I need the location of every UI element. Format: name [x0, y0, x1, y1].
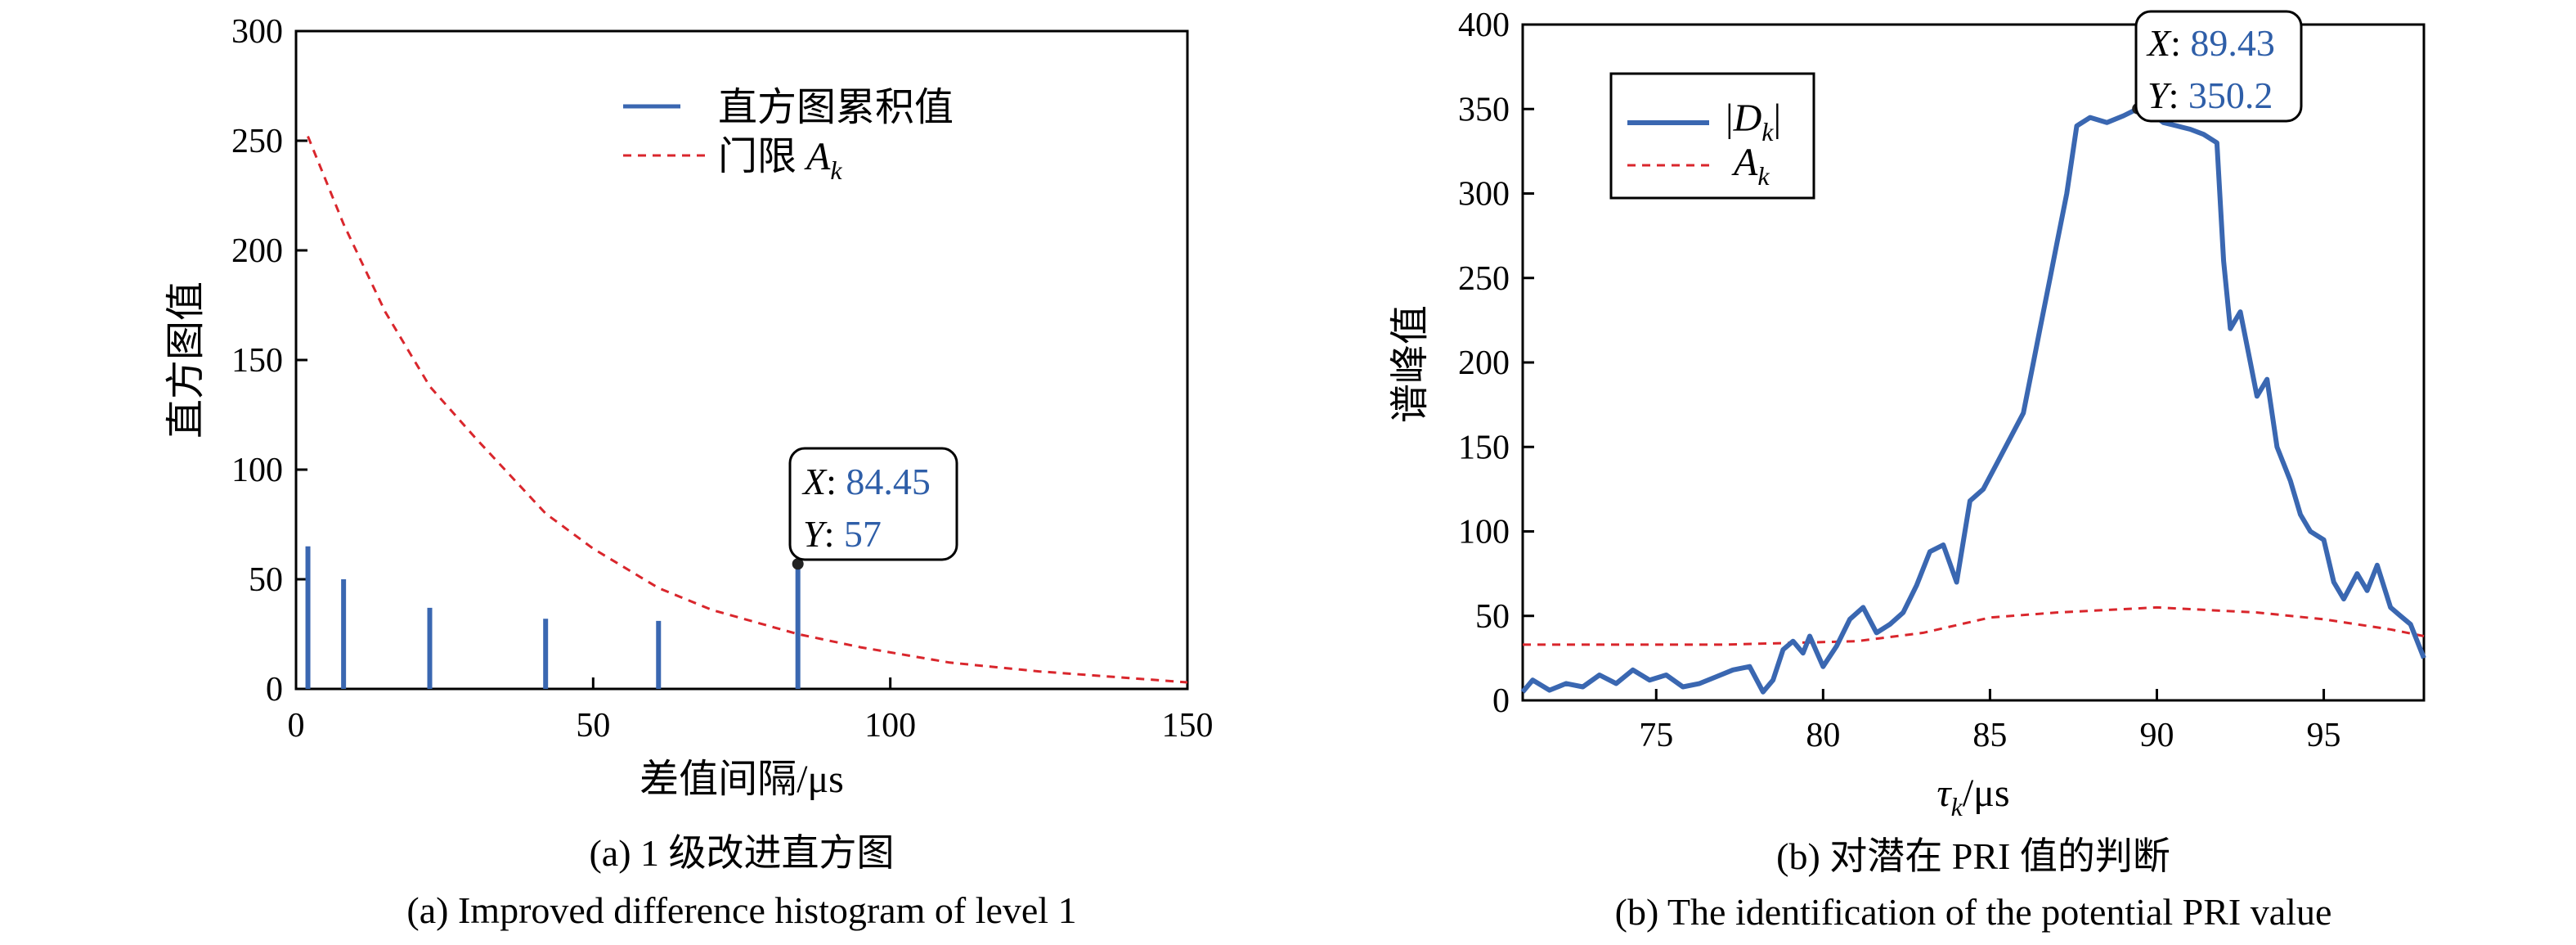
x-label-unit: /μs: [1963, 772, 2010, 815]
ak-threshold-line: [1523, 605, 2425, 646]
datatip-x-value: 84.45: [846, 461, 931, 502]
legend-dk-subscript: k: [1761, 117, 1774, 146]
y-tick-label: 0: [1492, 682, 1510, 720]
datatip-y-colon: :: [824, 513, 844, 555]
x-label-subscript: k: [1951, 792, 1963, 821]
datatip-y-colon: :: [2169, 74, 2188, 116]
y-tick-label: 250: [1458, 260, 1510, 298]
datatip-y-key: Y: [2147, 74, 2172, 116]
panel-a-x-ticks: 0 50 100 150: [288, 677, 1214, 745]
y-tick-label: 50: [1475, 598, 1510, 636]
x-tick-label: 85: [1972, 717, 2007, 754]
y-tick-label: 100: [231, 452, 283, 489]
y-tick-label: 150: [231, 342, 283, 380]
x-tick-label: 95: [2307, 717, 2341, 754]
x-tick-label: 80: [1806, 717, 1840, 754]
legend-dk-bar-left: |: [1726, 97, 1734, 140]
panel-a-plot-frame: [294, 29, 1189, 691]
datatip-x-row: X: 89.43: [2146, 22, 2275, 64]
panel-b-y-axis-label: 谱峰值: [1389, 305, 1432, 423]
legend-dk-bar-right: |: [1773, 97, 1781, 140]
datatip-marker: [792, 558, 804, 570]
panel-a-y-axis-label: 直方图值: [164, 281, 208, 439]
datatip-x-colon: :: [2170, 22, 2190, 64]
panel-b-legend: |Dk| Ak: [1609, 72, 1815, 200]
legend-label-histogram: 直方图累积值: [718, 86, 954, 129]
datatip-y-value: 57: [844, 513, 882, 555]
datatip-x-key: X: [2146, 22, 2172, 64]
x-tick-label: 50: [576, 707, 610, 745]
x-label-symbol: τ: [1936, 772, 1952, 815]
datatip-y-value: 350.2: [2188, 74, 2273, 116]
panel-a-legend: 直方图累积值 门限 Ak: [623, 86, 954, 185]
x-tick-label: 0: [288, 707, 305, 745]
legend-threshold-text: 门限: [718, 135, 806, 178]
panel-a-caption-cn: (a) 1 级改进直方图: [589, 832, 894, 874]
y-tick-label: 150: [1458, 429, 1510, 466]
legend-ak-symbol: A: [1731, 141, 1758, 184]
x-tick-label: 90: [2139, 717, 2174, 754]
datatip-y-key: Y: [803, 513, 828, 555]
panel-b-x-axis-label: τk/μs: [1936, 772, 2009, 821]
y-tick-label: 0: [266, 671, 283, 709]
x-tick-label: 75: [1639, 717, 1673, 754]
threshold-line: [307, 136, 1188, 684]
datatip-x-row: X: 84.45: [801, 461, 931, 502]
datatip-y-row: Y: 350.2: [2147, 74, 2273, 116]
legend-dk-symbol: D: [1733, 97, 1762, 140]
legend-label-threshold: 门限 Ak: [718, 135, 842, 185]
panel-b-y-ticks: 0 50 100 150 200 250 300 350 400: [1458, 7, 1534, 720]
y-tick-label: 50: [249, 561, 283, 599]
panel-a-marks: [305, 136, 1188, 689]
y-tick-label: 400: [1458, 7, 1510, 44]
datatip-x-colon: :: [826, 461, 846, 502]
datatip-box: [788, 447, 958, 561]
y-tick-label: 250: [231, 123, 283, 160]
datatip-x-key: X: [801, 461, 828, 502]
legend-label-dk: |Dk|: [1726, 97, 1781, 146]
panel-b-datatip: X: 89.43 Y: 350.2: [2134, 10, 2303, 123]
legend-threshold-symbol: A: [804, 135, 831, 178]
legend-box: [1609, 72, 1815, 200]
y-tick-label: 200: [231, 232, 283, 270]
y-tick-label: 300: [231, 13, 283, 51]
datatip-box: [2134, 10, 2303, 123]
panel-b-caption-en: (b) The identification of the potential …: [1615, 891, 2332, 933]
panel-a-histogram: 0 50 100 150 200 250 300 0 50 100 150 直方图值 差值间隔/μ…: [164, 13, 1214, 931]
panel-a-caption-en: (a) Improved difference histogram of lev…: [406, 889, 1076, 931]
dk-spectrum-line: [1520, 106, 2426, 695]
panel-b-x-ticks: 75 80 85 90 95: [1639, 689, 2341, 754]
y-tick-label: 100: [1458, 514, 1510, 551]
legend-label-ak: Ak: [1731, 141, 1770, 191]
x-tick-label: 100: [864, 707, 916, 745]
panel-a-x-axis-label: 差值间隔/μs: [640, 758, 844, 801]
y-tick-label: 300: [1458, 176, 1510, 214]
legend-threshold-subscript: k: [830, 155, 842, 185]
legend-ak-subscript: k: [1757, 161, 1770, 191]
panel-b-caption-cn: (b) 对潜在 PRI 值的判断: [1776, 835, 2170, 877]
y-tick-label: 350: [1458, 91, 1510, 128]
datatip-y-row: Y: 57: [803, 513, 882, 555]
datatip-x-value: 89.43: [2190, 22, 2275, 64]
panel-a-datatip: X: 84.45 Y: 57: [788, 447, 958, 561]
y-tick-label: 200: [1458, 344, 1510, 382]
x-tick-label: 150: [1162, 707, 1214, 745]
panel-a-y-ticks: 0 50 100 150 200 250 300: [231, 13, 307, 709]
